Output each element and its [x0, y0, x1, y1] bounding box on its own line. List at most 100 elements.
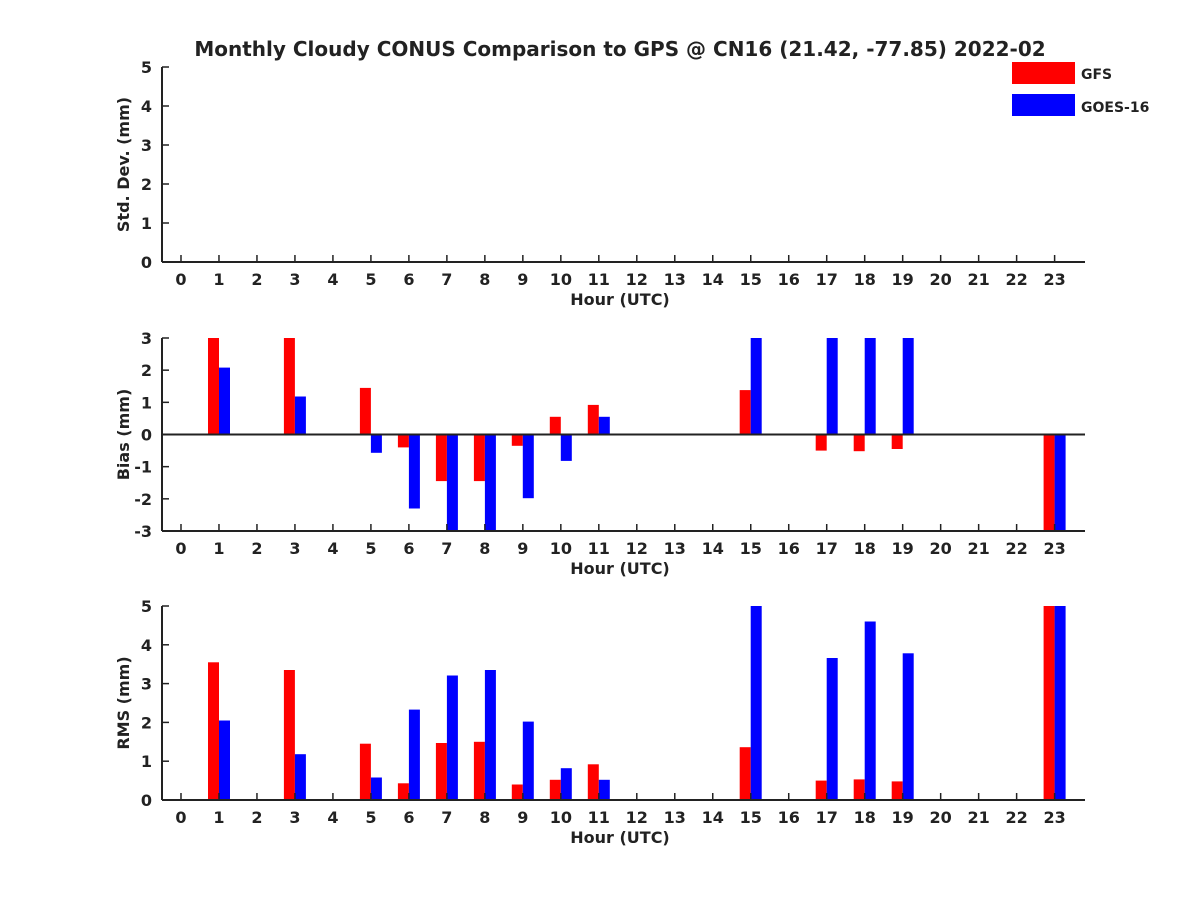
x-tick-label-bias-6: 6	[403, 539, 414, 558]
bar-rms-gfs-hour-6	[397, 783, 409, 800]
legend-swatch-gfs	[1012, 62, 1075, 84]
x-tick-label-rms-2: 2	[251, 808, 262, 827]
x-tick-label-bias-13: 13	[664, 539, 686, 558]
bar-rms-goes16-hour-15	[750, 606, 762, 800]
bar-bias-goes16-hour-8	[484, 434, 496, 531]
x-axis-label-std-dev: Hour (UTC)	[570, 290, 670, 309]
bar-rms-gfs-hour-19	[891, 781, 903, 800]
bar-rms-gfs-hour-8	[473, 741, 485, 800]
bar-bias-gfs-hour-5	[359, 387, 371, 435]
y-tick-label-bias--1: -1	[134, 458, 152, 477]
bar-bias-gfs-hour-3	[283, 338, 295, 435]
x-tick-label-rms-10: 10	[550, 808, 572, 827]
bar-rms-gfs-hour-3	[283, 670, 295, 800]
x-tick-label-rms-7: 7	[441, 808, 452, 827]
x-tick-label-bias-4: 4	[327, 539, 338, 558]
bar-bias-gfs-hour-17	[815, 434, 827, 451]
bar-rms-goes16-hour-11	[598, 779, 610, 800]
bar-rms-gfs-hour-15	[739, 747, 751, 800]
bar-bias-gfs-hour-23	[1043, 434, 1055, 531]
x-tick-label-std-dev-19: 19	[892, 270, 914, 289]
bar-rms-goes16-hour-19	[902, 653, 914, 800]
x-tick-label-rms-23: 23	[1043, 808, 1065, 827]
bar-bias-goes16-hour-6	[408, 434, 420, 509]
legend-label-goes16: GOES-16	[1081, 100, 1149, 116]
x-tick-label-rms-16: 16	[778, 808, 800, 827]
bar-bias-goes16-hour-15	[750, 338, 762, 435]
x-tick-label-bias-5: 5	[365, 539, 376, 558]
y-tick-label-bias-1: 1	[141, 393, 152, 412]
x-tick-label-bias-3: 3	[289, 539, 300, 558]
x-axis-label-bias: Hour (UTC)	[570, 559, 670, 578]
x-tick-label-bias-14: 14	[702, 539, 724, 558]
y-tick-label-rms-0: 0	[141, 791, 152, 810]
bar-rms-goes16-hour-5	[370, 777, 382, 800]
x-tick-label-std-dev-8: 8	[479, 270, 490, 289]
x-tick-label-std-dev-10: 10	[550, 270, 572, 289]
legend-swatch-goes16	[1012, 94, 1075, 116]
x-tick-label-rms-15: 15	[740, 808, 762, 827]
bar-bias-gfs-hour-19	[891, 434, 903, 449]
x-tick-label-std-dev-21: 21	[968, 270, 990, 289]
legend-label-gfs: GFS	[1081, 67, 1112, 83]
bar-bias-goes16-hour-9	[522, 434, 534, 499]
x-tick-label-std-dev-5: 5	[365, 270, 376, 289]
x-tick-label-std-dev-16: 16	[778, 270, 800, 289]
y-tick-label-rms-3: 3	[141, 675, 152, 694]
x-tick-label-bias-8: 8	[479, 539, 490, 558]
bar-rms-gfs-hour-11	[587, 764, 599, 800]
x-tick-label-rms-6: 6	[403, 808, 414, 827]
x-tick-label-bias-9: 9	[517, 539, 528, 558]
x-tick-label-bias-23: 23	[1043, 539, 1065, 558]
x-tick-label-std-dev-7: 7	[441, 270, 452, 289]
x-tick-label-std-dev-14: 14	[702, 270, 724, 289]
bar-rms-gfs-hour-18	[853, 779, 865, 800]
bar-bias-gfs-hour-9	[511, 434, 523, 446]
y-tick-label-bias--2: -2	[134, 490, 152, 509]
x-tick-label-bias-16: 16	[778, 539, 800, 558]
bar-bias-goes16-hour-10	[560, 434, 572, 461]
y-tick-label-std-dev-2: 2	[141, 175, 152, 194]
x-tick-label-rms-19: 19	[892, 808, 914, 827]
x-tick-label-rms-3: 3	[289, 808, 300, 827]
y-tick-label-bias-2: 2	[141, 361, 152, 380]
x-tick-label-rms-9: 9	[517, 808, 528, 827]
x-tick-label-std-dev-6: 6	[403, 270, 414, 289]
bar-rms-goes16-hour-9	[522, 721, 534, 800]
x-tick-label-rms-0: 0	[175, 808, 186, 827]
x-tick-label-bias-21: 21	[968, 539, 990, 558]
bar-bias-goes16-hour-1	[219, 367, 230, 435]
bar-rms-goes16-hour-7	[446, 675, 458, 800]
bar-rms-gfs-hour-7	[435, 743, 447, 800]
x-tick-label-std-dev-9: 9	[517, 270, 528, 289]
y-tick-label-rms-4: 4	[141, 636, 152, 655]
y-tick-label-bias--3: -3	[134, 522, 152, 541]
bar-bias-goes16-hour-18	[864, 338, 876, 435]
x-tick-label-bias-20: 20	[930, 539, 952, 558]
bar-rms-goes16-hour-18	[864, 621, 876, 800]
x-tick-label-bias-22: 22	[1005, 539, 1027, 558]
y-tick-label-std-dev-3: 3	[141, 136, 152, 155]
bar-rms-gfs-hour-23	[1043, 606, 1055, 800]
x-tick-label-bias-19: 19	[892, 539, 914, 558]
x-tick-label-std-dev-15: 15	[740, 270, 762, 289]
x-tick-label-rms-20: 20	[930, 808, 952, 827]
legend: GFS GOES-16	[1012, 62, 1149, 116]
y-tick-label-rms-2: 2	[141, 713, 152, 732]
y-tick-label-std-dev-0: 0	[141, 253, 152, 272]
bar-rms-goes16-hour-10	[560, 768, 572, 800]
bar-bias-goes16-hour-19	[902, 338, 914, 435]
x-tick-label-rms-17: 17	[816, 808, 838, 827]
x-tick-label-std-dev-0: 0	[175, 270, 186, 289]
x-tick-label-std-dev-1: 1	[213, 270, 224, 289]
bar-bias-goes16-hour-23	[1054, 434, 1066, 531]
x-tick-label-bias-11: 11	[588, 539, 610, 558]
x-tick-label-std-dev-2: 2	[251, 270, 262, 289]
bar-bias-goes16-hour-5	[370, 434, 382, 453]
x-tick-label-rms-5: 5	[365, 808, 376, 827]
x-tick-label-rms-13: 13	[664, 808, 686, 827]
x-tick-label-std-dev-11: 11	[588, 270, 610, 289]
x-tick-label-std-dev-12: 12	[626, 270, 648, 289]
